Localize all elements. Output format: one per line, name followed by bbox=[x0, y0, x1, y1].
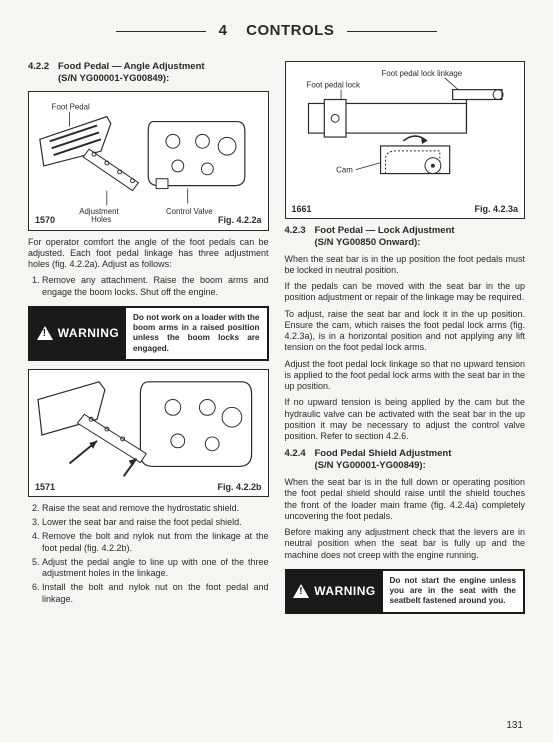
para: When the seat bar is in the full down or… bbox=[285, 477, 526, 522]
warning-icon bbox=[37, 326, 53, 340]
figure-4.2.3a: Foot pedal lock linkage Foot pedal lock … bbox=[285, 61, 526, 219]
figure-4.2.2b: 1571 Fig. 4.2.2b bbox=[28, 369, 269, 497]
section-4.2.2-title: 4.2.2Food Pedal — Angle Adjustment (S/N … bbox=[28, 61, 269, 85]
section-4.2.4-title: 4.2.4Food Pedal Shield Adjustment (S/N Y… bbox=[285, 448, 526, 472]
para: For operator comfort the angle of the fo… bbox=[28, 237, 269, 271]
warning-text: Do not start the engine unless you are i… bbox=[383, 571, 524, 612]
steps-list-1: Remove any attachment. Raise the boom ar… bbox=[42, 275, 269, 298]
step: Lower the seat bar and raise the foot pe… bbox=[42, 517, 269, 528]
fig-cap: Fig. 4.2.3a bbox=[474, 204, 518, 215]
warning-box-2: WARNING Do not start the engine unless y… bbox=[285, 569, 526, 614]
para: Adjust the foot pedal lock linkage so th… bbox=[285, 359, 526, 393]
fig-num: 1571 bbox=[35, 482, 55, 493]
label-lock: Foot pedal lock bbox=[306, 80, 359, 89]
fig-num: 1661 bbox=[292, 204, 312, 215]
para: Before making any adjustment check that … bbox=[285, 527, 526, 561]
para: To adjust, raise the seat bar and lock i… bbox=[285, 309, 526, 354]
step: Raise the seat and remove the hydrostati… bbox=[42, 503, 269, 514]
warning-flag: WARNING bbox=[287, 571, 383, 612]
label-linkage: Foot pedal lock linkage bbox=[381, 69, 462, 78]
para: If no upward tension is being applied by… bbox=[285, 397, 526, 442]
label-control-valve: Control Valve bbox=[166, 207, 213, 216]
warning-icon bbox=[293, 584, 309, 598]
warning-label: WARNING bbox=[58, 326, 120, 341]
svg-text:Holes: Holes bbox=[91, 215, 111, 224]
step: Adjust the pedal angle to line up with o… bbox=[42, 557, 269, 580]
label-foot-pedal: Foot Pedal bbox=[52, 102, 90, 111]
figure-4.2.2a: Foot Pedal bbox=[28, 91, 269, 231]
left-column: 4.2.2Food Pedal — Angle Adjustment (S/N … bbox=[28, 55, 269, 622]
step: Remove the bolt and nylok nut from the l… bbox=[42, 531, 269, 554]
chapter-title: CONTROLS bbox=[246, 22, 334, 39]
warning-label: WARNING bbox=[314, 584, 376, 599]
page-header: 4 CONTROLS bbox=[28, 22, 525, 41]
step: Remove any attachment. Raise the boom ar… bbox=[42, 275, 269, 298]
step: Install the bolt and nylok nut on the fo… bbox=[42, 582, 269, 605]
page-number: 131 bbox=[506, 720, 523, 733]
fig-cap: Fig. 4.2.2a bbox=[218, 215, 262, 226]
fig-cap: Fig. 4.2.2b bbox=[217, 482, 261, 493]
warning-flag: WARNING bbox=[30, 308, 126, 359]
section-4.2.3-title: 4.2.3Foot Pedal — Lock Adjustment (S/N Y… bbox=[285, 225, 526, 249]
right-column: Foot pedal lock linkage Foot pedal lock … bbox=[285, 55, 526, 622]
label-cam: Cam bbox=[336, 165, 353, 174]
warning-text: Do not work on a loader with the boom ar… bbox=[126, 308, 267, 359]
para: When the seat bar is in the up position … bbox=[285, 254, 526, 277]
chapter-num: 4 bbox=[219, 22, 228, 39]
para: If the pedals can be moved with the seat… bbox=[285, 281, 526, 304]
warning-box-1: WARNING Do not work on a loader with the… bbox=[28, 306, 269, 361]
steps-list-2: Raise the seat and remove the hydrostati… bbox=[42, 503, 269, 605]
fig-num: 1570 bbox=[35, 215, 55, 226]
